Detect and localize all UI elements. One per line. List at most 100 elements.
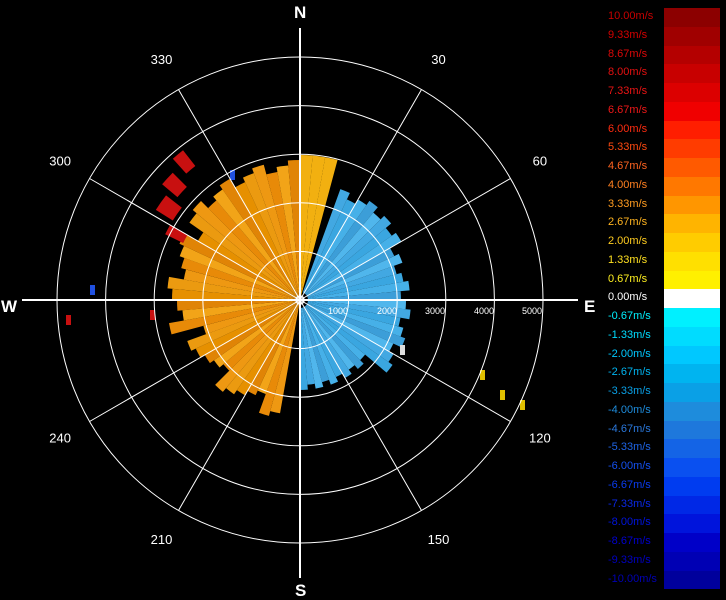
azimuth-label-120: 120 bbox=[529, 431, 551, 446]
legend-label: -4.00m/s bbox=[608, 403, 651, 416]
legend-row: 9.33m/s bbox=[606, 26, 720, 46]
legend-label: -2.67m/s bbox=[608, 366, 651, 379]
echo-wedge-receding bbox=[204, 300, 300, 364]
echo-wedge-approaching bbox=[307, 302, 404, 337]
compass-south: S bbox=[295, 581, 306, 600]
echo-wedge-receding bbox=[195, 300, 300, 358]
azimuth-label-30: 30 bbox=[431, 52, 445, 67]
echo-wedge-receding bbox=[182, 300, 300, 321]
legend-label: -8.00m/s bbox=[608, 516, 651, 529]
legend-label: 4.00m/s bbox=[608, 178, 648, 191]
echo-wedge-approaching bbox=[304, 200, 378, 294]
velocity-color-legend: 10.00m/s 9.33m/s 8.67m/s 8.00m/s 7.33m/s 6.67… bbox=[606, 8, 720, 590]
legend-swatch bbox=[664, 214, 720, 233]
legend-swatch bbox=[664, 176, 720, 196]
legend-swatch bbox=[664, 251, 720, 271]
echo-wedge-receding bbox=[177, 300, 300, 311]
legend-row: 3.33m/s bbox=[606, 195, 720, 215]
legend-swatch bbox=[664, 158, 720, 177]
echo-wedge-receding bbox=[189, 213, 300, 300]
legend-swatch bbox=[664, 233, 720, 252]
echo-wedge-approaching bbox=[300, 307, 308, 390]
legend-row: -2.67m/s bbox=[606, 364, 720, 383]
legend-swatch bbox=[664, 83, 720, 102]
legend-row: 0.67m/s bbox=[606, 270, 720, 290]
echo-wedge-approaching bbox=[304, 306, 352, 378]
echo-speck bbox=[400, 345, 405, 355]
legend-row: -10.00m/s bbox=[606, 570, 720, 590]
range-label-5000: 5000 bbox=[522, 306, 542, 316]
legend-swatch bbox=[664, 26, 720, 46]
legend-row: 5.33m/s bbox=[606, 139, 720, 158]
radar-ppi-display: 30 60 120 150 210 240 300 330 1000 2000 3000 40… bbox=[1, 3, 595, 600]
legend-row: 8.67m/s bbox=[606, 45, 720, 65]
echo-wedge-receding bbox=[213, 300, 300, 368]
legend-label: -4.67m/s bbox=[608, 422, 651, 435]
echo-wedge-high-velocity bbox=[172, 150, 196, 174]
echo-wedge-approaching bbox=[306, 304, 394, 362]
echo-speck bbox=[230, 170, 235, 180]
range-label-3000: 3000 bbox=[425, 306, 445, 316]
echo-wedge-approaching bbox=[307, 272, 404, 299]
echo-wedge-approaching bbox=[304, 199, 367, 294]
echo-wedge-approaching bbox=[302, 307, 339, 385]
echo-wedge-receding bbox=[242, 173, 300, 300]
legend-swatch bbox=[664, 551, 720, 571]
echo-speck bbox=[66, 315, 71, 325]
echo-wedge-approaching bbox=[302, 189, 350, 293]
legend-label: 0.00m/s bbox=[608, 291, 648, 304]
legend-label: -1.33m/s bbox=[608, 328, 651, 341]
legend-row: -3.33m/s bbox=[606, 383, 720, 402]
echo-wedge-receding bbox=[270, 300, 300, 414]
range-label-4000: 4000 bbox=[474, 306, 494, 316]
legend-row: -6.00m/s bbox=[606, 458, 720, 477]
azimuth-spoke bbox=[299, 299, 511, 422]
legend-swatch bbox=[664, 101, 720, 121]
echo-wedge-receding bbox=[300, 157, 338, 300]
echo-wedge-receding bbox=[169, 300, 300, 335]
legend-row: 7.33m/s bbox=[606, 83, 720, 102]
echo-speck bbox=[150, 310, 155, 320]
legend-label: 2.67m/s bbox=[608, 216, 648, 229]
azimuth-spoke bbox=[299, 299, 422, 511]
echo-wedge-approaching bbox=[307, 300, 406, 310]
echo-wedge-high-velocity bbox=[155, 195, 182, 221]
legend-row: 2.67m/s bbox=[606, 214, 720, 233]
legend-swatch bbox=[664, 570, 720, 590]
legend-row: -4.00m/s bbox=[606, 401, 720, 421]
legend-row: 6.67m/s bbox=[606, 101, 720, 121]
echo-wedge-receding bbox=[236, 300, 300, 396]
echo-speck bbox=[520, 400, 525, 410]
azimuth-spoke bbox=[299, 89, 422, 301]
legend-label: -9.33m/s bbox=[608, 553, 651, 566]
legend-row: -7.33m/s bbox=[606, 495, 720, 515]
legend-row: 0.00m/s bbox=[606, 289, 720, 308]
legend-row: -1.33m/s bbox=[606, 326, 720, 346]
echo-wedge-receding bbox=[167, 276, 300, 300]
legend-label: 0.67m/s bbox=[608, 272, 648, 285]
echo-wedge-receding bbox=[213, 189, 300, 300]
legend-label: 10.00m/s bbox=[608, 10, 654, 22]
legend-swatch bbox=[664, 458, 720, 477]
echo-wedge-approaching bbox=[307, 265, 397, 298]
legend-row: -2.00m/s bbox=[606, 345, 720, 365]
legend-label: 4.67m/s bbox=[608, 160, 648, 172]
echo-wedge-receding bbox=[300, 155, 326, 300]
legend-label: -10.00m/s bbox=[608, 572, 657, 585]
legend-swatch bbox=[664, 64, 720, 83]
legend-row: -8.67m/s bbox=[606, 533, 720, 552]
azimuth-label-330: 330 bbox=[151, 52, 173, 67]
legend-row: 2.00m/s bbox=[606, 233, 720, 252]
azimuth-label-150: 150 bbox=[428, 532, 450, 547]
range-label-1000: 1000 bbox=[328, 306, 348, 316]
echo-wedge-receding bbox=[215, 300, 300, 392]
legend-row: -5.33m/s bbox=[606, 439, 720, 458]
echo-wedge-approaching bbox=[307, 280, 410, 300]
echo-wedge-receding bbox=[276, 165, 300, 300]
echo-wedge-receding bbox=[179, 233, 300, 300]
echo-speck bbox=[90, 285, 95, 295]
echo-wedge-receding bbox=[181, 257, 300, 300]
echo-wedge-high-velocity bbox=[162, 172, 187, 198]
echo-wedge-receding bbox=[179, 245, 300, 300]
azimuth-spoke bbox=[89, 299, 301, 422]
